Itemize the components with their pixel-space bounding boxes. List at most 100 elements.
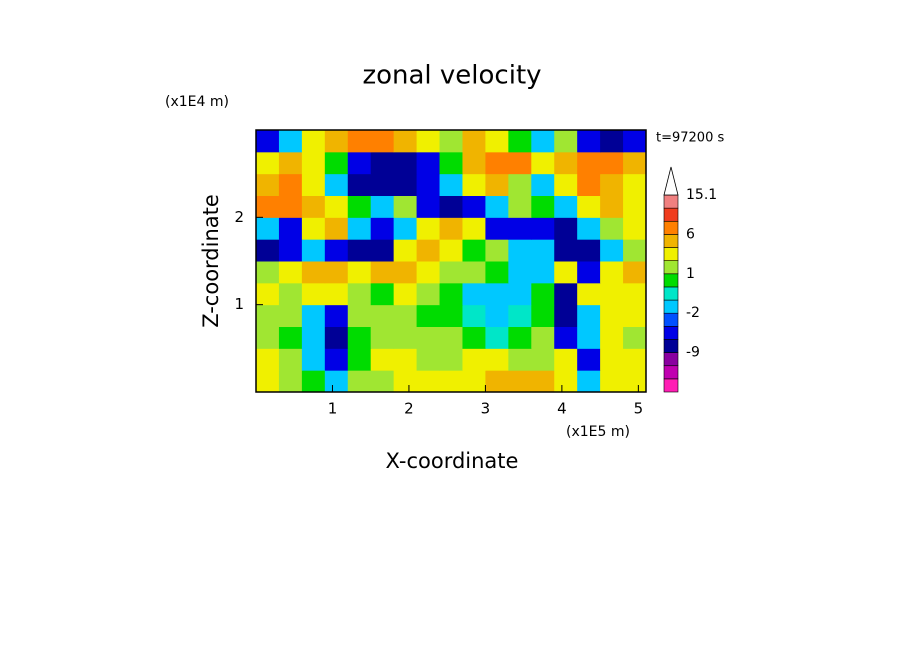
contour-cell — [508, 151, 532, 175]
contour-cell — [462, 326, 486, 349]
contour-cell — [439, 173, 463, 196]
contour-cell — [462, 282, 486, 306]
contour-cell — [416, 195, 441, 218]
contour-cell — [393, 217, 418, 240]
contour-cell — [370, 130, 395, 153]
colorbar-box — [663, 247, 679, 261]
contour-cell — [623, 304, 647, 327]
contour-cell — [577, 370, 601, 393]
colorbar-label: 15.1 — [686, 187, 717, 203]
contour-cell — [485, 261, 509, 284]
contour-cell — [600, 348, 624, 371]
colorbar-box — [663, 312, 679, 327]
contour-cell — [301, 282, 326, 306]
contour-cell — [256, 261, 280, 284]
x-tick-label: 1 — [328, 400, 338, 418]
contour-cell — [393, 195, 418, 218]
contour-cell — [393, 304, 418, 327]
contour-cell — [439, 130, 463, 153]
colorbar-label: 6 — [686, 226, 695, 242]
contour-cell — [301, 130, 326, 153]
contour-cell — [531, 304, 555, 327]
contour-cell — [393, 239, 418, 262]
chart-title: zonal velocity — [362, 61, 541, 91]
contour-cell — [623, 261, 647, 284]
contour-cell — [370, 195, 395, 218]
contour-cell — [439, 239, 463, 262]
contour-cell — [600, 282, 624, 306]
contour-cell — [623, 239, 647, 262]
contour-cell — [278, 326, 303, 349]
x-tick-label: 2 — [404, 400, 414, 418]
contour-cell — [416, 173, 441, 196]
contour-cell — [324, 130, 349, 153]
contour-cell — [256, 304, 280, 327]
contour-cell — [600, 130, 624, 153]
contour-cell — [370, 261, 395, 284]
contour-cell — [485, 239, 509, 262]
contour-cell — [347, 217, 372, 240]
contour-cell — [256, 370, 280, 393]
contour-cell — [462, 239, 486, 262]
colorbar-box — [663, 352, 679, 367]
contour-cell — [600, 326, 624, 349]
contour-cell — [531, 151, 555, 175]
contour-cell — [485, 217, 509, 240]
contour-cell — [623, 282, 647, 306]
contour-cell — [301, 217, 326, 240]
contour-cell — [347, 239, 372, 262]
contour-cell — [600, 261, 624, 284]
contour-cell — [508, 348, 532, 371]
contour-cell — [370, 304, 395, 327]
contour-cell — [485, 326, 509, 349]
x-units: (x1E5 m) — [566, 424, 630, 440]
contour-cell — [439, 348, 463, 371]
contour-cell — [301, 239, 326, 262]
contour-cell — [554, 130, 578, 153]
time-annotation: t=97200 s — [656, 131, 724, 146]
contour-cell — [439, 195, 463, 218]
y-units: (x1E4 m) — [165, 94, 229, 110]
contour-cell — [554, 151, 578, 175]
contour-cell — [485, 304, 509, 327]
contour-cell — [278, 151, 303, 175]
contour-cell — [531, 326, 555, 349]
colorbar-box — [663, 260, 679, 275]
contour-cell — [324, 151, 349, 175]
contour-cell — [508, 239, 532, 262]
plot-frame — [255, 129, 647, 393]
contour-cell — [347, 261, 372, 284]
contour-cell — [393, 370, 418, 393]
contour-cell — [577, 239, 601, 262]
contour-cell — [416, 151, 441, 175]
contour-cell — [324, 217, 349, 240]
contour-cell — [256, 217, 280, 240]
contour-cell — [623, 326, 647, 349]
contour-cell — [278, 217, 303, 240]
x-tick-label: 4 — [557, 400, 567, 418]
contour-cell — [324, 370, 349, 393]
contour-cell — [278, 239, 303, 262]
contour-cell — [347, 130, 372, 153]
contour-cell — [393, 282, 418, 306]
contour-cell — [256, 195, 280, 218]
contour-cell — [256, 348, 280, 371]
contour-cell — [531, 261, 555, 284]
contour-cell — [439, 261, 463, 284]
contour-cell — [554, 239, 578, 262]
contour-cell — [623, 151, 647, 175]
contour-cell — [554, 348, 578, 371]
contour-cell — [577, 130, 601, 153]
contour-cell — [600, 217, 624, 240]
contour-cell — [600, 370, 624, 393]
colorbar-box — [663, 339, 679, 353]
contour-cell — [278, 304, 303, 327]
contour-cell — [462, 370, 486, 393]
contour-cell — [301, 348, 326, 371]
colorbar-box — [663, 299, 679, 314]
colorbar-box — [663, 326, 679, 340]
contour-cell — [393, 261, 418, 284]
contour-cell — [623, 217, 647, 240]
contour-cell — [485, 173, 509, 196]
contour-cell — [462, 173, 486, 196]
